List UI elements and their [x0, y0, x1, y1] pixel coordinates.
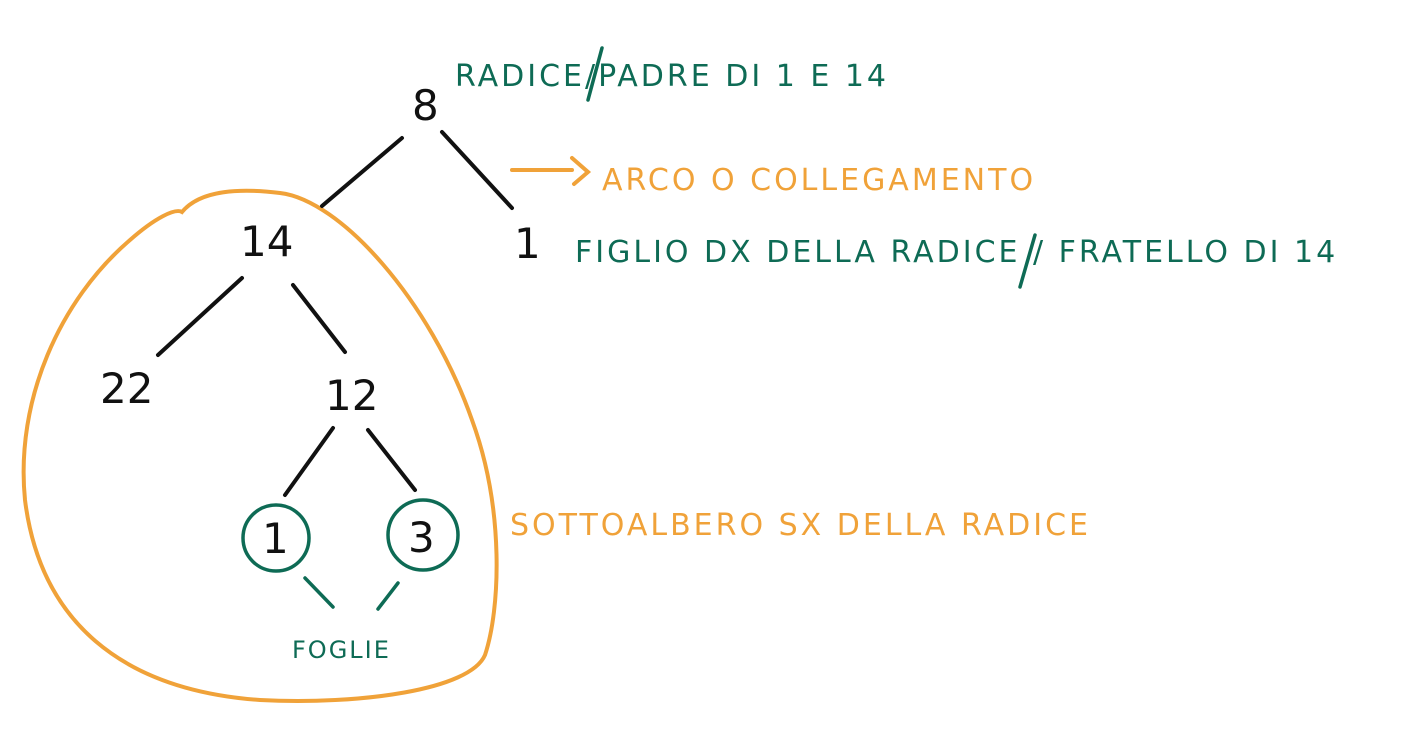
node-root: 8	[412, 81, 439, 130]
right-child-annotation: FIGLIO DX DELLA RADICE / FRATELLO DI 14	[575, 235, 1338, 270]
root-annotation: RADICE/PADRE DI 1 E 14	[455, 59, 889, 94]
edge-arrow-head	[570, 156, 592, 186]
edge-annotation: ARCO O COLLEGAMENTO	[602, 163, 1036, 198]
right-label-slash	[1018, 233, 1037, 289]
edge-12-1	[283, 426, 335, 497]
node-12: 12	[325, 371, 378, 420]
edge-14-22	[156, 276, 244, 357]
leaf-circle-3	[386, 498, 460, 572]
leaf-3: 3	[408, 513, 435, 562]
node-22: 22	[100, 364, 153, 413]
node-14: 14	[240, 217, 293, 266]
edge-8-14	[320, 136, 404, 208]
leaves-annotation: FOGLIE	[292, 636, 391, 664]
leaves-pointer-right	[376, 581, 400, 611]
leaves-pointer-left	[303, 576, 335, 609]
left-subtree-outline	[21, 188, 499, 703]
leaf-circle-1	[241, 503, 311, 573]
leaf-1: 1	[262, 514, 289, 563]
edge-12-3	[366, 428, 417, 492]
subtree-annotation: SOTTOALBERO SX DELLA RADICE	[510, 508, 1091, 543]
node-1-right: 1	[514, 219, 541, 268]
edge-8-1	[440, 130, 514, 210]
root-label-slash	[586, 46, 604, 102]
edge-14-12	[291, 283, 347, 354]
